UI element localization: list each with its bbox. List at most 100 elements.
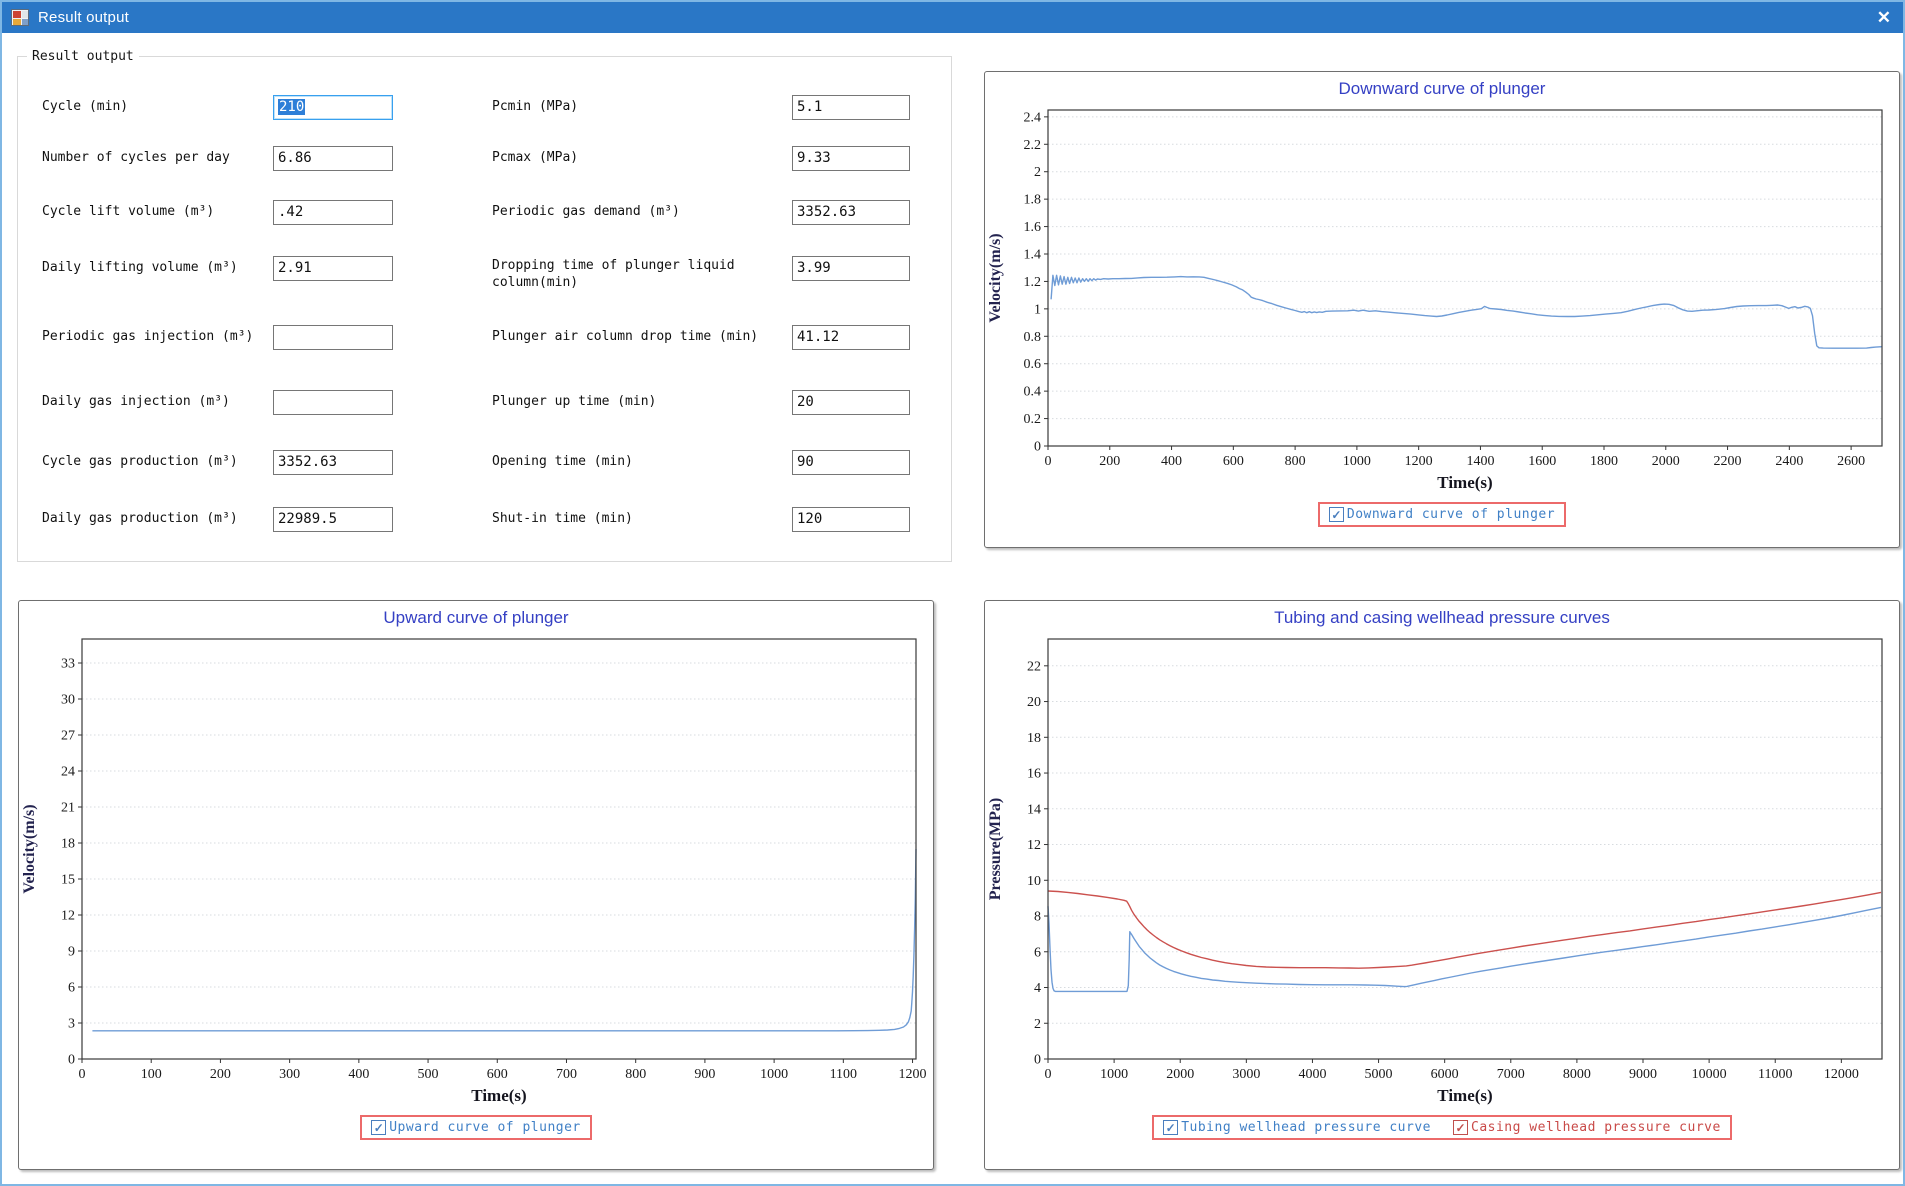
svg-text:27: 27 [61,729,75,744]
svg-text:400: 400 [348,1067,369,1082]
svg-text:10000: 10000 [1692,1067,1727,1082]
svg-text:1.8: 1.8 [1024,193,1042,208]
plunger-up-time-label: Plunger up time (min) [492,394,777,411]
chart-legend-box: ✓Downward curve of plunger [1318,502,1566,527]
svg-text:1800: 1800 [1590,454,1618,469]
form-window-icon [11,9,29,26]
pcmin-label: Pcmin (MPa) [492,99,777,116]
plunger-air-drop-time-input[interactable]: 41.12 [792,325,910,350]
cycle-min-label: Cycle (min) [42,99,267,116]
svg-text:33: 33 [61,657,75,672]
plunger-air-drop-time-label: Plunger air column drop time (min) [492,329,777,346]
svg-text:6000: 6000 [1431,1067,1459,1082]
svg-text:500: 500 [418,1067,439,1082]
svg-text:21: 21 [61,801,75,816]
close-icon[interactable]: ✕ [1877,9,1891,26]
legend-checkbox[interactable]: ✓ [1163,1120,1178,1135]
svg-text:12: 12 [61,909,75,924]
legend-item: ✓Casing wellhead pressure curve [1453,1120,1721,1135]
opening-time-label: Opening time (min) [492,454,777,471]
downward-legend-row: ✓Downward curve of plunger [985,502,1899,527]
daily-gas-production-label: Daily gas production (m³) [42,511,267,528]
svg-text:7000: 7000 [1497,1067,1525,1082]
svg-text:1400: 1400 [1466,454,1494,469]
svg-text:0.4: 0.4 [1024,385,1042,400]
legend-item: ✓Tubing wellhead pressure curve [1163,1120,1431,1135]
pressure-curves-plot: 0100020003000400050006000700080009000100… [986,631,1898,1111]
svg-text:Time(s): Time(s) [1437,473,1492,492]
svg-text:10: 10 [1027,874,1041,889]
daily-gas-injection-input[interactable] [273,390,393,415]
cycle-lift-volume-label: Cycle lift volume (m³) [42,204,267,221]
svg-text:9000: 9000 [1629,1067,1657,1082]
svg-text:200: 200 [210,1067,231,1082]
upward-curve-panel: Upward curve of plunger 0100200300400500… [18,600,934,1170]
svg-text:5000: 5000 [1365,1067,1393,1082]
cycles-per-day-input[interactable]: 6.86 [273,146,393,171]
pcmax-input[interactable]: 9.33 [792,146,910,171]
legend-checkbox[interactable]: ✓ [1329,507,1344,522]
periodic-gas-demand-input[interactable]: 3352.63 [792,200,910,225]
dropping-time-input[interactable]: 3.99 [792,256,910,281]
cycle-gas-production-label: Cycle gas production (m³) [42,454,267,471]
pressure-chart-title: Tubing and casing wellhead pressure curv… [985,601,1899,631]
svg-text:2.2: 2.2 [1024,138,1042,153]
svg-text:1: 1 [1034,302,1041,317]
svg-text:Velocity(m/s): Velocity(m/s) [987,233,1004,322]
periodic-gas-injection-input[interactable] [273,325,393,350]
result-output-window: Result output ✕ Result output Cycle (min… [0,0,1905,1186]
svg-text:1200: 1200 [899,1067,927,1082]
shut-in-time-input[interactable]: 120 [792,507,910,532]
cycle-min-input[interactable]: 210 [273,95,393,120]
svg-text:700: 700 [556,1067,577,1082]
svg-text:24: 24 [61,765,75,780]
svg-text:0.6: 0.6 [1024,357,1042,372]
pcmax-label: Pcmax (MPa) [492,150,777,167]
svg-text:1600: 1600 [1528,454,1556,469]
svg-text:3000: 3000 [1232,1067,1260,1082]
downward-chart-title: Downward curve of plunger [985,72,1899,102]
svg-text:2000: 2000 [1652,454,1680,469]
cycle-gas-production-input[interactable]: 3352.63 [273,450,393,475]
legend-checkbox[interactable]: ✓ [1453,1120,1468,1135]
svg-text:11000: 11000 [1758,1067,1792,1082]
window-title: Result output [38,9,129,26]
svg-text:200: 200 [1099,454,1120,469]
groupbox-title: Result output [27,49,139,64]
svg-text:900: 900 [694,1067,715,1082]
upward-chart-title: Upward curve of plunger [19,601,933,631]
svg-text:12000: 12000 [1824,1067,1859,1082]
plunger-up-time-input[interactable]: 20 [792,390,910,415]
cycles-per-day-label: Number of cycles per day [42,150,267,167]
svg-text:400: 400 [1161,454,1182,469]
svg-text:1.6: 1.6 [1024,220,1042,235]
cycle-lift-volume-input[interactable]: .42 [273,200,393,225]
periodic-gas-demand-label: Periodic gas demand (m³) [492,204,777,221]
svg-text:2000: 2000 [1166,1067,1194,1082]
svg-text:600: 600 [1223,454,1244,469]
pressure-curves-panel: Tubing and casing wellhead pressure curv… [984,600,1900,1170]
svg-text:Pressure(MPa): Pressure(MPa) [987,798,1004,900]
daily-gas-injection-label: Daily gas injection (m³) [42,394,267,411]
titlebar[interactable]: Result output ✕ [2,2,1903,33]
svg-text:20: 20 [1027,695,1041,710]
svg-text:3: 3 [68,1017,75,1032]
pressure-legend-row: ✓Tubing wellhead pressure curve✓Casing w… [985,1115,1899,1140]
legend-checkbox[interactable]: ✓ [371,1120,386,1135]
svg-text:0: 0 [68,1053,75,1068]
legend-item: ✓Upward curve of plunger [371,1120,581,1135]
svg-text:Velocity(m/s): Velocity(m/s) [21,804,38,893]
svg-text:0: 0 [1034,440,1041,455]
opening-time-input[interactable]: 90 [792,450,910,475]
result-output-groupbox: Result output Cycle (min) 210 Number of … [17,56,952,562]
upward-curve-plot: 0100200300400500600700800900100011001200… [20,631,932,1111]
daily-lifting-volume-input[interactable]: 2.91 [273,256,393,281]
legend-item: ✓Downward curve of plunger [1329,507,1555,522]
svg-text:18: 18 [61,837,75,852]
svg-text:1.2: 1.2 [1024,275,1042,290]
daily-gas-production-input[interactable]: 22989.5 [273,507,393,532]
svg-text:2.4: 2.4 [1024,110,1042,125]
pcmin-input[interactable]: 5.1 [792,95,910,120]
legend-label: Tubing wellhead pressure curve [1181,1120,1431,1135]
svg-text:15: 15 [61,873,75,888]
